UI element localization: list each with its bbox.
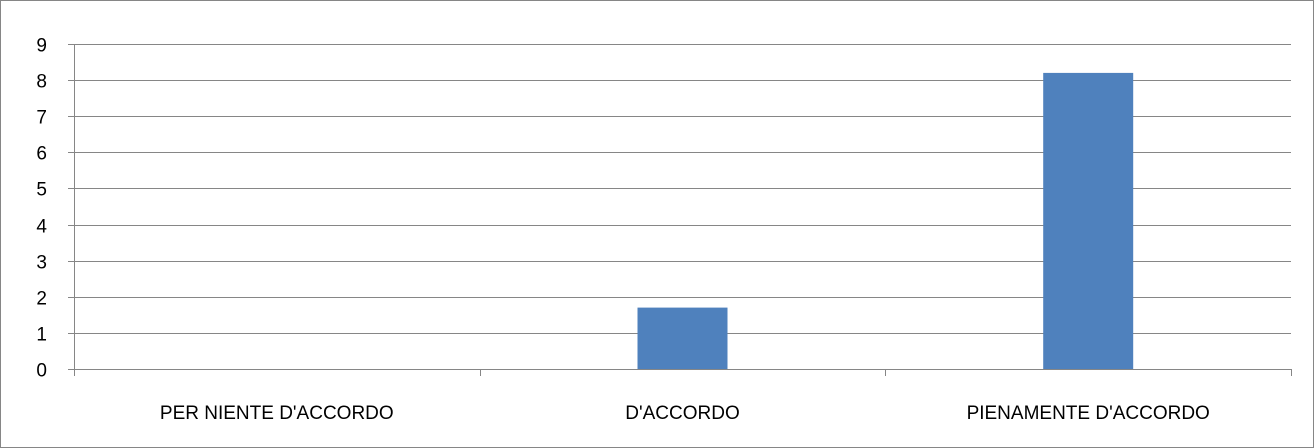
- y-tick-label-9: 9: [36, 36, 47, 57]
- y-tick-label-3: 3: [36, 253, 47, 274]
- y-tick-label-1: 1: [36, 325, 47, 346]
- y-tick-label-4: 4: [36, 217, 47, 238]
- x-category-labels: PER NIENTE D'ACCORDO D'ACCORDO PIENAMENTE …: [160, 403, 1210, 424]
- bar-1: [637, 307, 728, 369]
- x-category-label-2: PIENAMENTE D'ACCORDO: [967, 403, 1210, 424]
- y-tick-label-2: 2: [36, 289, 47, 310]
- gridlines: [68, 44, 1291, 334]
- x-category-label-0: PER NIENTE D'ACCORDO: [160, 403, 394, 424]
- bar-2: [1043, 72, 1134, 370]
- x-category-label-1: D'ACCORDO: [625, 403, 739, 424]
- y-tick-label-8: 8: [36, 72, 47, 93]
- y-tick-label-5: 5: [36, 180, 47, 201]
- y-tick-label-6: 6: [36, 144, 47, 165]
- y-tick-label-0: 0: [36, 361, 47, 382]
- y-tick-label-7: 7: [36, 108, 47, 129]
- y-tick-labels: 0 1 2 3 4 5 6 7 8 9: [36, 36, 47, 382]
- axes: [68, 44, 1292, 376]
- bars: [637, 72, 1134, 370]
